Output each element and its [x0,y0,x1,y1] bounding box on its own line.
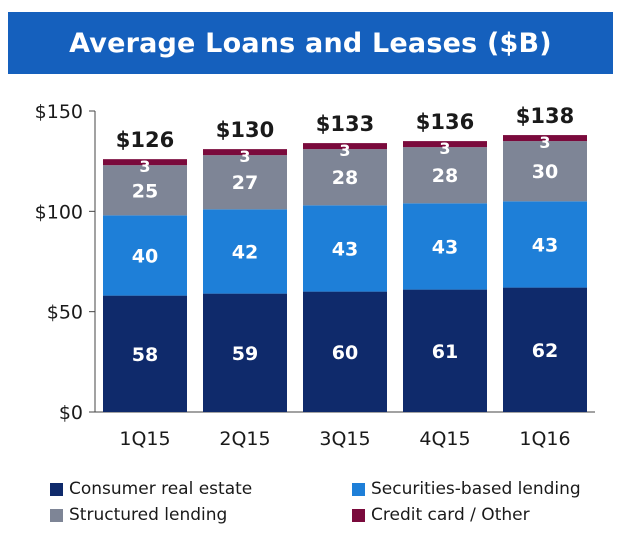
bar-segment [303,205,387,292]
y-tick-label: $100 [35,201,83,223]
x-tick-label: 3Q15 [319,428,370,450]
data-label: 3 [539,133,550,152]
data-label: 61 [432,341,458,363]
x-tick-label: 1Q16 [519,428,570,450]
total-label: $136 [416,110,474,134]
x-tick-label: 2Q15 [219,428,270,450]
chart-title: Average Loans and Leases ($B) [8,12,613,74]
data-label: 42 [232,241,258,263]
bar-segment [403,141,487,148]
bar-segment [103,159,187,166]
data-label: 43 [332,238,358,260]
total-label: $133 [316,112,374,136]
data-label: 58 [132,344,158,366]
bar-segment [503,141,587,202]
total-label: $126 [116,128,174,152]
data-label: 60 [332,342,358,364]
y-tick-label: $150 [35,101,83,123]
bar-segment [303,291,387,412]
data-label: 28 [432,165,458,187]
data-label: 40 [132,245,158,267]
data-label: 62 [532,340,558,362]
bar-segment [403,147,487,204]
bar-segment [403,203,487,290]
data-label: 28 [332,167,358,189]
y-tick-label: $50 [47,302,83,324]
x-tick-label: 1Q15 [119,428,170,450]
data-label: 3 [139,157,150,176]
data-label: 3 [339,141,350,160]
data-label: 43 [532,234,558,256]
data-label: 25 [132,180,158,202]
bar-segment [403,289,487,412]
data-label: 3 [439,139,450,158]
bar-segment [303,149,387,206]
bar-segment [103,165,187,216]
data-label: 27 [232,172,258,194]
data-label: 59 [232,343,258,365]
total-label: $138 [516,104,574,128]
bar-segment [503,135,587,142]
x-tick-label: 4Q15 [419,428,470,450]
bar-segment [503,201,587,288]
bar-segment [203,155,287,210]
data-label: 3 [239,147,250,166]
y-tick-label: $0 [59,402,83,424]
bar-segment [303,143,387,150]
data-label: 43 [432,236,458,258]
bar-segment [203,209,287,294]
total-label: $130 [216,118,274,142]
bar-segment [203,293,287,412]
data-label: 30 [532,161,558,183]
bar-segment [503,287,587,412]
bar-segment [203,149,287,156]
bar-segment [103,295,187,412]
bar-segment [103,215,187,296]
